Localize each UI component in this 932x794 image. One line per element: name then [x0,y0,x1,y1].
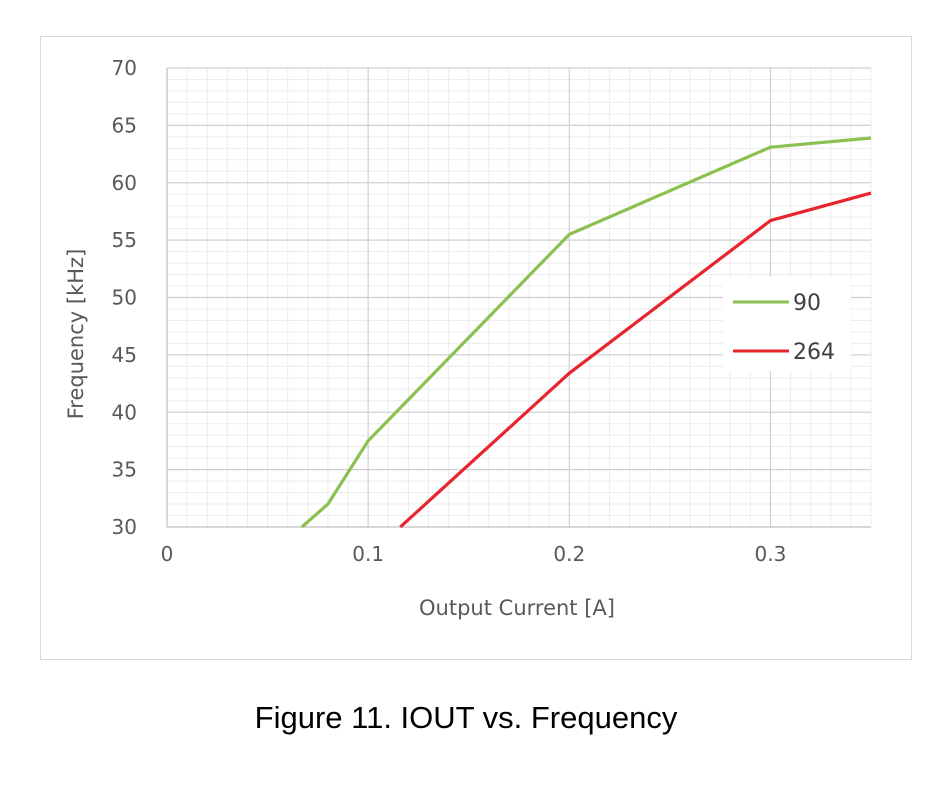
legend-background [723,277,851,371]
series-layer [300,136,872,529]
series-line-90 [300,136,872,529]
series-line-264 [399,191,872,529]
x-tick-label: 0.2 [553,542,585,566]
y-tick-label: 35 [112,458,137,482]
legend-label-90: 90 [793,291,821,316]
y-tick-label: 50 [112,286,137,310]
y-axis-title: Frequency [kHz] [64,249,88,420]
y-tick-labels: 30 35 40 45 50 55 60 65 70 [112,56,137,539]
y-tick-label: 45 [112,343,137,367]
y-tick-label: 60 [112,171,137,195]
legend-label-264: 264 [793,340,835,365]
y-tick-label: 65 [112,113,137,137]
y-tick-label: 30 [112,515,137,539]
x-tick-label: 0 [161,542,174,566]
y-tick-label: 40 [112,400,137,424]
figure-caption: Figure 11. IOUT vs. Frequency [254,700,678,735]
x-tick-labels: 0 0.1 0.2 0.3 [161,542,787,566]
y-tick-label: 70 [112,56,137,80]
y-tick-label: 55 [112,228,137,252]
chart-svg: 30 35 40 45 50 55 60 65 70 0 0.1 0.2 0.3 Frequency … [64,56,872,620]
x-tick-label: 0.3 [755,542,787,566]
x-axis-title: Output Current [A] [419,596,615,620]
chart-frame: 30 35 40 45 50 55 60 65 70 0 0.1 0.2 0.3 Frequency … [40,36,912,660]
x-tick-label: 0.1 [352,542,384,566]
legend: 90 264 [723,277,851,371]
